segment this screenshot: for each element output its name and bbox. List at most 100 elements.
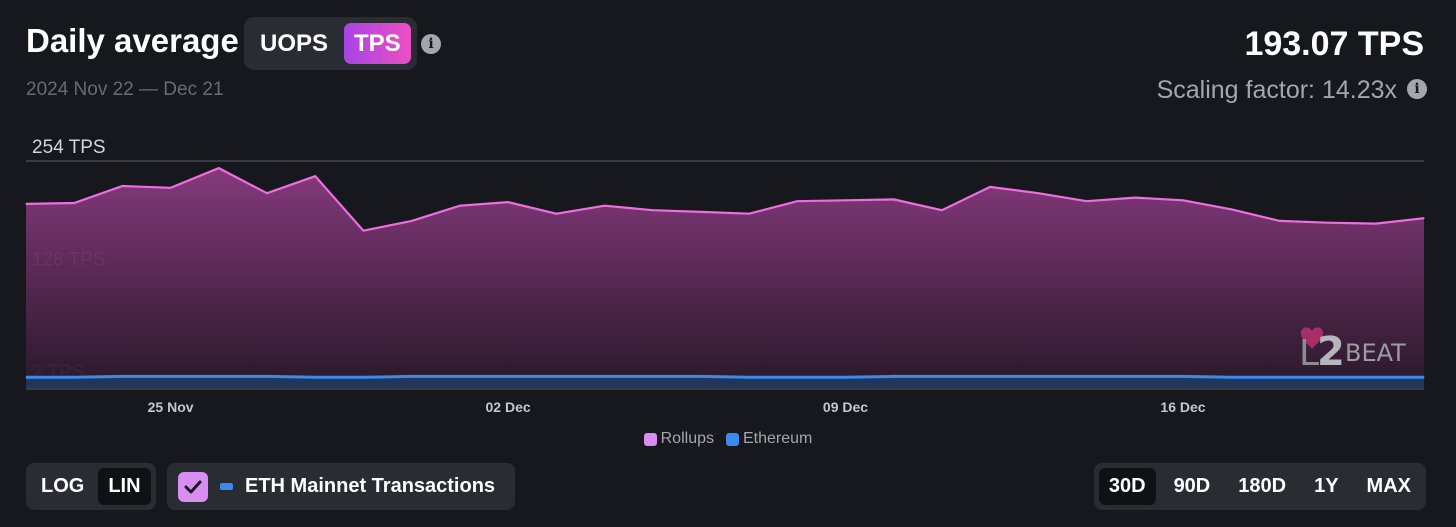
l2beat-logo: L 2 BEAT xyxy=(1299,327,1406,375)
scaling-info-icon[interactable]: i xyxy=(1407,79,1427,99)
range-option-90d[interactable]: 90D xyxy=(1173,475,1211,497)
logo-word: BEAT xyxy=(1345,339,1406,367)
rollups-point xyxy=(170,187,172,189)
rollups-point xyxy=(555,213,557,215)
rollups-point xyxy=(1230,208,1232,210)
range-option-1y[interactable]: 1Y xyxy=(1314,475,1339,497)
range-option-max[interactable]: MAX xyxy=(1366,475,1411,497)
rollups-line xyxy=(25,166,1425,232)
ethereum-point xyxy=(507,375,509,377)
ethereum-point xyxy=(1423,376,1425,378)
ethereum-dash-icon xyxy=(220,483,233,490)
ethereum-point xyxy=(25,376,27,378)
ethereum-point xyxy=(314,376,316,378)
rollups-point xyxy=(1134,197,1136,199)
rollups-point xyxy=(121,185,123,187)
x-tick-label: 02 Dec xyxy=(486,399,531,415)
scaling-factor: Scaling factor: 14.23x xyxy=(1156,76,1397,104)
logo-letter: L xyxy=(1299,333,1319,374)
ethereum-point xyxy=(748,376,750,378)
rollups-point xyxy=(893,198,895,200)
x-tick-label: 09 Dec xyxy=(823,399,868,415)
range-option-30d[interactable]: 30D xyxy=(1098,468,1156,505)
ethereum-line xyxy=(26,374,1424,379)
ethereum-point xyxy=(362,376,364,378)
rollups-point xyxy=(314,175,316,177)
checkmark-icon xyxy=(184,480,202,493)
ethereum-swatch xyxy=(725,432,739,446)
rollups-point xyxy=(73,202,75,204)
range-option-180d[interactable]: 180D xyxy=(1238,475,1287,497)
scale-toggle: LOG LIN xyxy=(26,463,156,510)
ethereum-point xyxy=(1327,376,1329,378)
scale-option-log[interactable]: LOG xyxy=(41,475,85,497)
ethereum-point xyxy=(652,375,654,377)
ethereum-point xyxy=(1037,375,1039,377)
eth-mainnet-label: ETH Mainnet Transactions xyxy=(245,475,496,497)
eth-mainnet-checkbox[interactable] xyxy=(178,471,208,502)
ethereum-point xyxy=(989,375,991,377)
rollups-point xyxy=(748,213,750,215)
ethereum-point xyxy=(411,375,413,377)
legend-label-ethereum: Ethereum xyxy=(742,430,813,447)
ethereum-point xyxy=(844,376,847,378)
legend-label-rollups: Rollups xyxy=(660,430,714,447)
rollups-point xyxy=(1327,222,1329,224)
x-tick-label: 16 Dec xyxy=(1160,399,1205,415)
ethereum-area xyxy=(26,376,1424,388)
eth-mainnet-toggle[interactable]: ETH Mainnet Transactions xyxy=(167,463,515,510)
metric-option-uops[interactable]: UOPS xyxy=(260,29,329,57)
metric-option-tps[interactable]: TPS xyxy=(344,23,411,64)
rollups-point xyxy=(1182,199,1184,201)
rollups-point xyxy=(266,192,268,194)
ethereum-point xyxy=(796,376,798,378)
rollups-point xyxy=(1375,223,1377,225)
chart-legend: Rollups Ethereum xyxy=(0,430,1456,448)
ethereum-point xyxy=(1134,375,1136,377)
ethereum-point xyxy=(73,376,75,378)
scale-option-lin[interactable]: LIN xyxy=(98,468,151,505)
ethereum-point xyxy=(121,375,123,377)
ethereum-point xyxy=(218,375,220,377)
ethereum-point xyxy=(555,375,557,377)
rollups-point xyxy=(1423,217,1425,219)
ethereum-point xyxy=(266,375,268,377)
date-range: 2024 Nov 22 — Dec 21 xyxy=(26,79,224,100)
ethereum-point xyxy=(1230,376,1232,378)
rollups-swatch xyxy=(643,432,657,446)
rollups-point xyxy=(844,199,847,201)
ethereum-point xyxy=(1182,375,1184,377)
ethereum-point xyxy=(1375,376,1377,378)
rollups-point xyxy=(25,203,27,205)
rollups-area xyxy=(26,168,1424,388)
ethereum-point xyxy=(603,375,606,377)
rollups-point xyxy=(700,211,702,213)
rollups-point xyxy=(989,186,991,188)
rollups-point xyxy=(1278,220,1280,222)
ethereum-point xyxy=(1278,376,1280,378)
ethereum-point xyxy=(1086,375,1088,377)
rollups-point xyxy=(507,201,509,203)
page-title: Daily average xyxy=(26,22,239,59)
info-icon[interactable]: i xyxy=(421,34,441,54)
legend-item-ethereum[interactable]: Ethereum xyxy=(725,430,813,448)
ethereum-point xyxy=(459,375,461,377)
rollups-point xyxy=(941,209,943,211)
rollups-point xyxy=(411,220,413,222)
ethereum-point xyxy=(941,375,943,377)
y-tick-label: 254 TPS xyxy=(32,137,106,158)
legend-item-rollups[interactable]: Rollups xyxy=(643,430,714,448)
ethereum-point xyxy=(700,375,702,377)
total-value: 193.07 TPS xyxy=(1244,25,1424,63)
rollups-point xyxy=(1086,200,1088,202)
ethereum-point xyxy=(893,375,895,377)
rollups-point xyxy=(603,205,606,207)
rollups-point xyxy=(652,209,654,211)
rollups-point xyxy=(362,230,364,232)
rollups-point xyxy=(1037,192,1039,194)
range-toggle: 30D 90D 180D 1Y MAX xyxy=(1093,463,1426,510)
rollups-point xyxy=(218,167,220,169)
ethereum-point xyxy=(170,375,172,377)
rollups-point xyxy=(796,200,798,202)
